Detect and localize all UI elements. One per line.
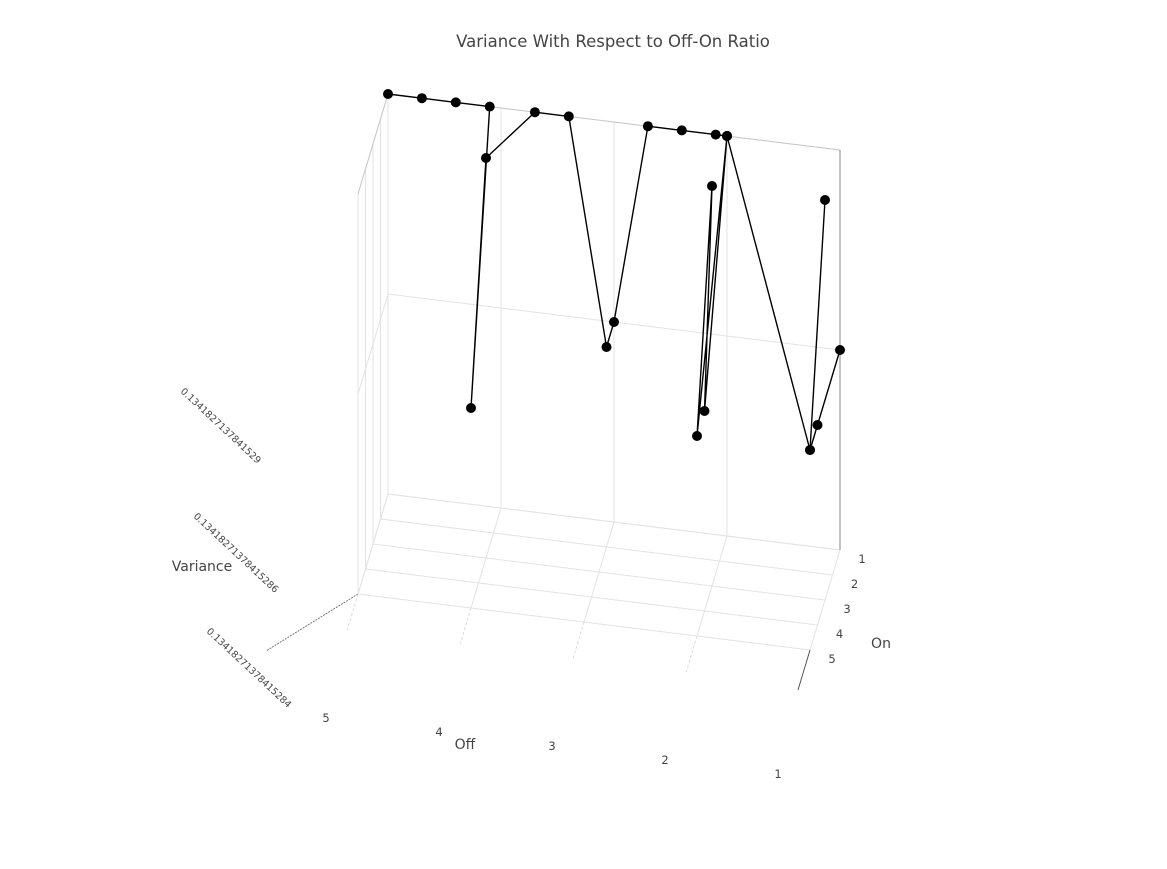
side-wall-gridline bbox=[357, 493, 389, 595]
chart-title: Variance With Respect to Off-On Ratio bbox=[456, 32, 770, 51]
off-axis-title: Off bbox=[455, 737, 476, 753]
variance-axis-title: Variance bbox=[172, 559, 232, 575]
off-tick-label: 4 bbox=[435, 725, 442, 739]
axis-lines bbox=[265, 93, 841, 691]
off-tick-label: 3 bbox=[548, 739, 555, 753]
data-point bbox=[676, 125, 687, 136]
on-tick-label: 5 bbox=[828, 652, 835, 666]
back-wall-gridline bbox=[387, 493, 841, 551]
data-point bbox=[692, 431, 702, 441]
data-point bbox=[835, 345, 845, 355]
floor-gridline bbox=[365, 568, 818, 626]
data-point bbox=[601, 342, 612, 352]
floor-gridline bbox=[380, 518, 833, 576]
on-tick-label: 2 bbox=[851, 577, 858, 591]
off-tick-line bbox=[459, 607, 472, 646]
data-point bbox=[710, 129, 721, 140]
data-point bbox=[699, 406, 710, 416]
on-axis-title: On bbox=[871, 636, 891, 652]
off-tick-line bbox=[572, 621, 585, 660]
data-point bbox=[722, 131, 732, 141]
data-point bbox=[707, 181, 717, 191]
data-point bbox=[812, 420, 823, 430]
off-axis-ticks: 1 2 3 4 5 bbox=[322, 711, 781, 781]
data-point bbox=[383, 89, 393, 99]
off-tick-label: 1 bbox=[774, 767, 781, 781]
data-point bbox=[466, 403, 476, 413]
variance-axis-ticks: 0.1341827137841529 0.13418271378415286 0.1… bbox=[178, 386, 293, 710]
data-point bbox=[805, 445, 815, 455]
gridlines bbox=[357, 93, 841, 651]
data-point bbox=[820, 195, 830, 205]
floor-gridline bbox=[372, 543, 826, 601]
series-points bbox=[383, 89, 845, 455]
off-tick-label: 2 bbox=[661, 753, 668, 767]
variance-axis-line bbox=[265, 593, 359, 652]
variance-tick-label: 0.1341827137841529 bbox=[178, 386, 263, 466]
side-wall-gridline bbox=[357, 293, 389, 395]
variance-tick-label: 0.13418271378415284 bbox=[204, 626, 293, 710]
data-point bbox=[529, 107, 540, 118]
data-point bbox=[416, 93, 427, 104]
box-edge bbox=[357, 93, 389, 195]
data-point bbox=[481, 153, 491, 163]
off-tick-line bbox=[346, 593, 359, 632]
data-point bbox=[642, 121, 653, 132]
data-point bbox=[609, 317, 619, 327]
off-tick-label: 5 bbox=[322, 711, 329, 725]
variance-tick-label: 0.13418271378415286 bbox=[191, 511, 280, 595]
data-point bbox=[450, 97, 461, 108]
on-tick-label: 4 bbox=[836, 627, 843, 641]
data-point bbox=[484, 101, 495, 112]
off-axis-line bbox=[797, 649, 811, 691]
data-point bbox=[563, 111, 574, 122]
on-tick-label: 1 bbox=[858, 552, 865, 566]
off-tick-line bbox=[685, 635, 698, 674]
on-tick-label: 3 bbox=[843, 602, 850, 616]
